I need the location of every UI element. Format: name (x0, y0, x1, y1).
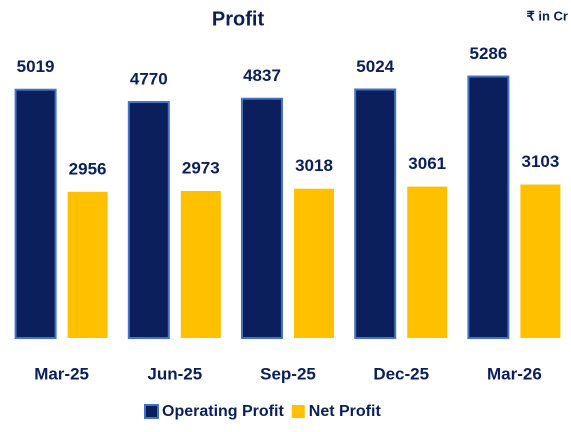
chart-title: Profit (212, 8, 265, 30)
legend-label: Net Profit (309, 403, 382, 420)
bar (294, 188, 334, 338)
data-label: 3061 (408, 154, 446, 173)
bar (241, 97, 283, 339)
data-label: 4837 (243, 66, 281, 85)
data-label: 4770 (130, 70, 168, 89)
bar (67, 191, 108, 338)
data-label: 2973 (182, 158, 220, 177)
x-tick-label: Dec-25 (373, 364, 429, 383)
legend-swatch (144, 404, 159, 419)
data-label: 3018 (295, 156, 333, 175)
bar (14, 88, 57, 339)
bar (520, 184, 561, 338)
legend-swatch (291, 405, 305, 418)
bar (407, 186, 448, 338)
data-label: 5024 (356, 57, 394, 76)
x-tick-label: Jun-25 (147, 364, 202, 383)
x-tick-label: Mar-25 (34, 364, 89, 383)
data-label: 3103 (521, 152, 559, 171)
unit-note: ₹ in Cr (527, 8, 569, 23)
x-tick-label: Mar-26 (487, 364, 542, 383)
bar (354, 88, 397, 340)
bar (467, 75, 510, 339)
data-label: 5286 (469, 44, 507, 63)
x-tick-label: Sep-25 (260, 364, 316, 383)
bar (127, 101, 170, 339)
data-label: 5019 (17, 57, 55, 76)
bar (180, 190, 221, 338)
legend-label: Operating Profit (162, 403, 284, 420)
data-label: 2956 (69, 159, 107, 178)
